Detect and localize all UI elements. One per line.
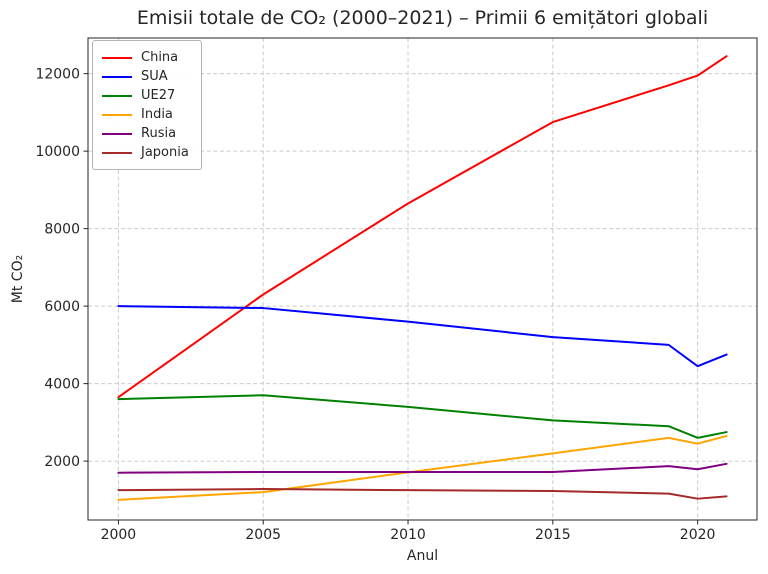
legend-label: SUA — [141, 69, 168, 84]
y-tick-label: 12000 — [35, 67, 80, 83]
legend-swatch-ue27 — [102, 94, 132, 97]
legend-item-japonia: Japonia — [102, 143, 189, 162]
legend: China SUA UE27 India Rusia Japonia — [92, 40, 202, 170]
legend-label: China — [141, 50, 179, 65]
y-axis-label: Mt CO₂ — [10, 255, 26, 303]
series-line-sua — [117, 305, 728, 368]
x-tick-label: 2020 — [680, 527, 716, 543]
legend-swatch-india — [102, 113, 132, 116]
legend-item-china: China — [102, 48, 189, 67]
y-tick-label: 2000 — [44, 454, 80, 470]
y-tick-label: 4000 — [44, 377, 80, 393]
legend-item-ue27: UE27 — [102, 86, 189, 105]
legend-item-rusia: Rusia — [102, 124, 189, 143]
series-line-ue27 — [117, 394, 728, 439]
series-line-india — [117, 434, 728, 501]
series-line-rusia — [117, 462, 728, 474]
series-line-japonia — [117, 488, 728, 500]
legend-swatch-rusia — [102, 132, 132, 135]
y-tick-label: 10000 — [35, 144, 80, 160]
legend-label: UE27 — [141, 88, 176, 103]
legend-swatch-japonia — [102, 151, 132, 154]
chart-title: Emisii totale de CO₂ (2000–2021) – Primi… — [136, 7, 709, 29]
legend-label: India — [141, 107, 173, 122]
y-tick-label: 8000 — [44, 222, 80, 238]
series-line-china — [117, 55, 728, 399]
x-axis-label: Anul — [407, 548, 438, 564]
legend-label: Japonia — [141, 145, 189, 160]
legend-label: Rusia — [141, 126, 177, 141]
y-tick-label: 6000 — [44, 299, 80, 315]
x-tick-label: 2015 — [535, 527, 571, 543]
x-tick-label: 2000 — [101, 527, 137, 543]
legend-swatch-china — [102, 56, 132, 59]
x-tick-label: 2010 — [390, 527, 426, 543]
x-tick-label: 2005 — [245, 527, 281, 543]
axes-frame — [87, 37, 758, 521]
legend-swatch-sua — [102, 75, 132, 78]
legend-item-india: India — [102, 105, 189, 124]
legend-item-sua: SUA — [102, 67, 189, 86]
